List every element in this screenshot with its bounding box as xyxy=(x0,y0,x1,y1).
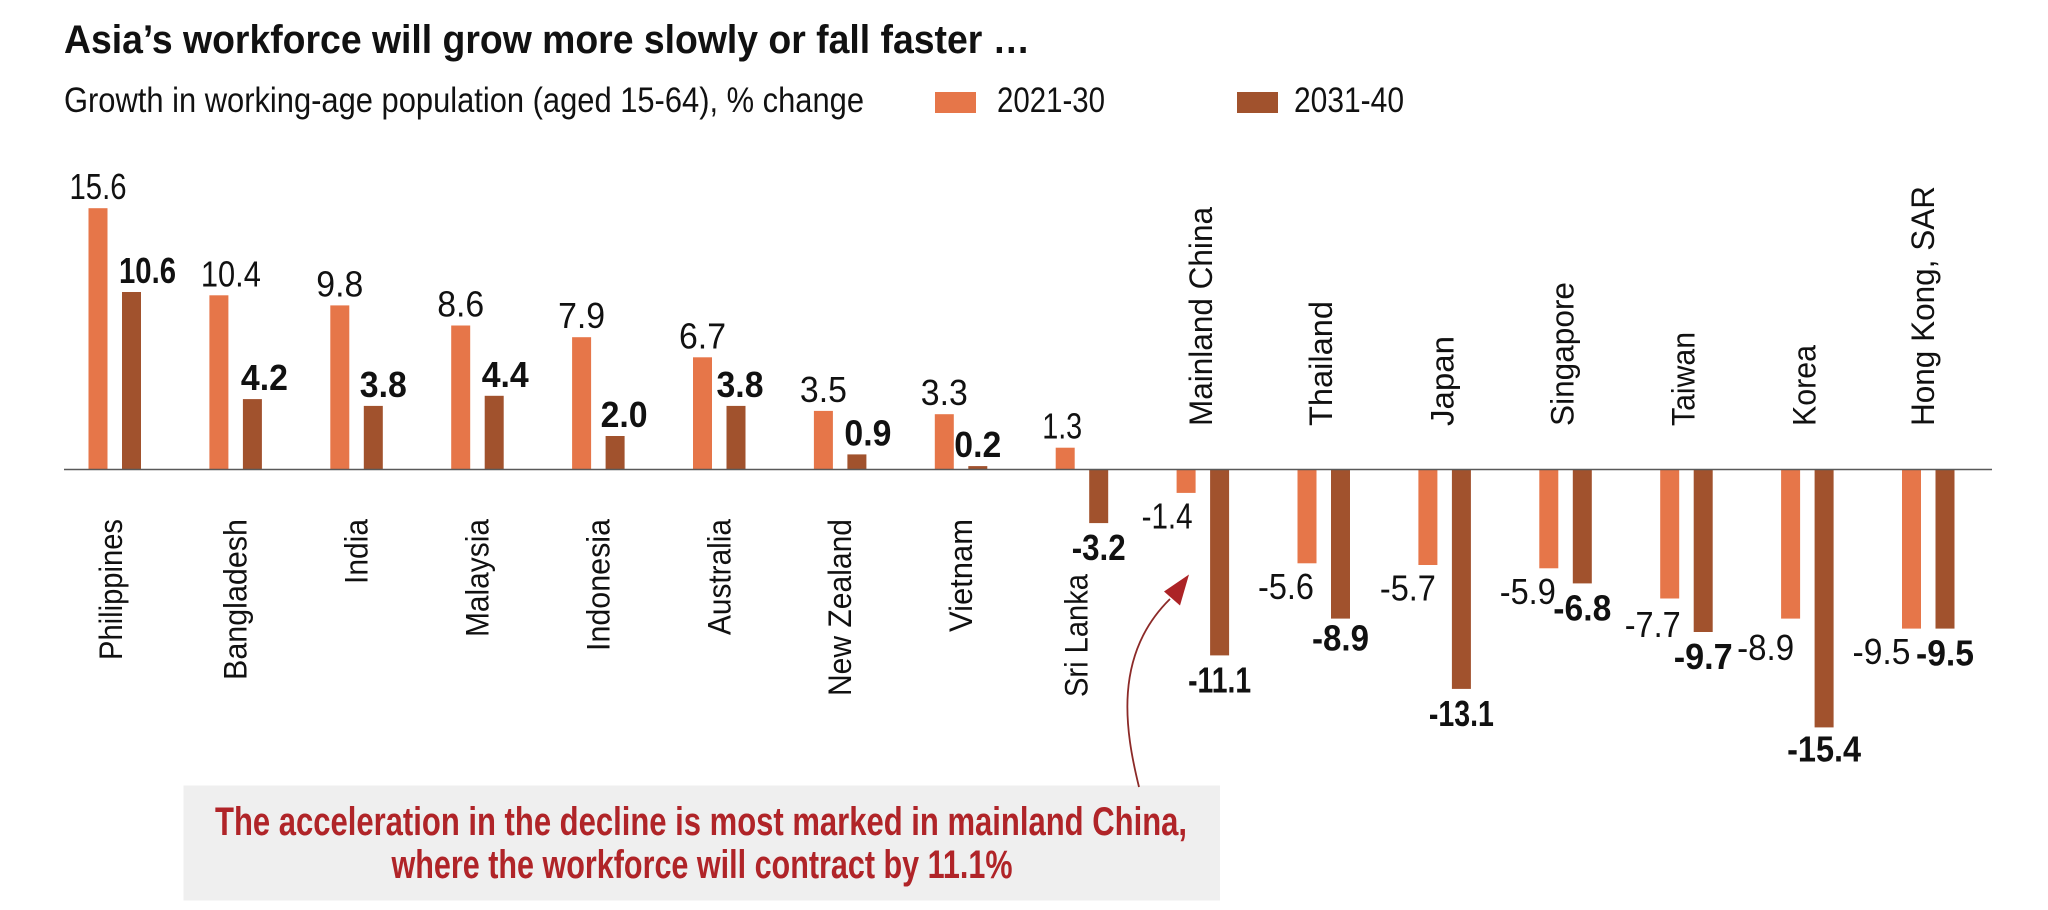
svg-text:9.8: 9.8 xyxy=(316,263,363,304)
svg-text:Australia: Australia xyxy=(701,519,737,635)
svg-text:-1.4: -1.4 xyxy=(1142,496,1193,537)
svg-text:Sri Lanka: Sri Lanka xyxy=(1058,574,1094,697)
svg-text:where the workforce will contr: where the workforce will contract by 11.… xyxy=(391,843,1013,887)
svg-text:-5.6: -5.6 xyxy=(1258,566,1314,607)
svg-text:3.8: 3.8 xyxy=(717,364,764,405)
svg-text:7.9: 7.9 xyxy=(558,295,605,336)
svg-text:Bangladesh: Bangladesh xyxy=(218,519,254,680)
svg-text:-5.9: -5.9 xyxy=(1500,571,1556,612)
svg-text:Singapore: Singapore xyxy=(1545,282,1581,426)
svg-text:0.9: 0.9 xyxy=(844,412,891,453)
svg-text:2021-30: 2021-30 xyxy=(997,81,1105,120)
svg-text:India: India xyxy=(339,519,375,584)
svg-text:Growth in working-age populati: Growth in working-age population (aged 1… xyxy=(64,81,864,120)
svg-text:3.8: 3.8 xyxy=(360,364,407,405)
svg-text:Philippines: Philippines xyxy=(93,519,129,660)
svg-text:8.6: 8.6 xyxy=(437,284,484,325)
svg-text:-7.7: -7.7 xyxy=(1625,604,1681,645)
svg-text:Japan: Japan xyxy=(1425,336,1461,426)
svg-text:Vietnam: Vietnam xyxy=(943,519,979,632)
svg-text:4.4: 4.4 xyxy=(482,354,529,395)
svg-text:6.7: 6.7 xyxy=(679,315,726,356)
svg-text:Indonesia: Indonesia xyxy=(580,519,616,651)
svg-text:-13.1: -13.1 xyxy=(1429,693,1494,734)
svg-text:Thailand: Thailand xyxy=(1303,301,1339,426)
svg-text:15.6: 15.6 xyxy=(70,166,127,207)
svg-text:-15.4: -15.4 xyxy=(1787,729,1861,770)
svg-text:3.3: 3.3 xyxy=(921,372,968,413)
svg-text:1.3: 1.3 xyxy=(1042,406,1082,447)
svg-text:2.0: 2.0 xyxy=(601,394,648,435)
svg-text:3.5: 3.5 xyxy=(800,369,847,410)
svg-text:-9.7: -9.7 xyxy=(1674,636,1733,677)
svg-text:The acceleration in the declin: The acceleration in the decline is most … xyxy=(215,800,1187,844)
svg-text:Mainland China: Mainland China xyxy=(1183,207,1219,426)
svg-text:2031-40: 2031-40 xyxy=(1294,81,1404,120)
svg-text:Korea: Korea xyxy=(1786,345,1822,426)
svg-text:-5.7: -5.7 xyxy=(1380,568,1436,609)
svg-text:-3.2: -3.2 xyxy=(1072,527,1126,568)
svg-text:Malaysia: Malaysia xyxy=(459,519,495,637)
svg-text:-9.5: -9.5 xyxy=(1853,631,1911,672)
svg-text:-8.9: -8.9 xyxy=(1737,627,1794,668)
svg-text:-11.1: -11.1 xyxy=(1188,659,1251,700)
svg-text:Taiwan: Taiwan xyxy=(1665,332,1701,426)
svg-text:10.4: 10.4 xyxy=(201,253,261,294)
svg-text:Asia’s workforce will grow mor: Asia’s workforce will grow more slowly o… xyxy=(64,18,1030,62)
svg-text:4.2: 4.2 xyxy=(241,357,288,398)
svg-text:10.6: 10.6 xyxy=(119,250,176,291)
svg-text:Hong Kong, SAR: Hong Kong, SAR xyxy=(1905,186,1941,426)
svg-text:-6.8: -6.8 xyxy=(1553,587,1611,628)
svg-text:0.2: 0.2 xyxy=(954,424,1001,465)
svg-text:-8.9: -8.9 xyxy=(1312,618,1369,659)
svg-text:-9.5: -9.5 xyxy=(1916,633,1974,674)
svg-text:New Zealand: New Zealand xyxy=(822,519,858,696)
